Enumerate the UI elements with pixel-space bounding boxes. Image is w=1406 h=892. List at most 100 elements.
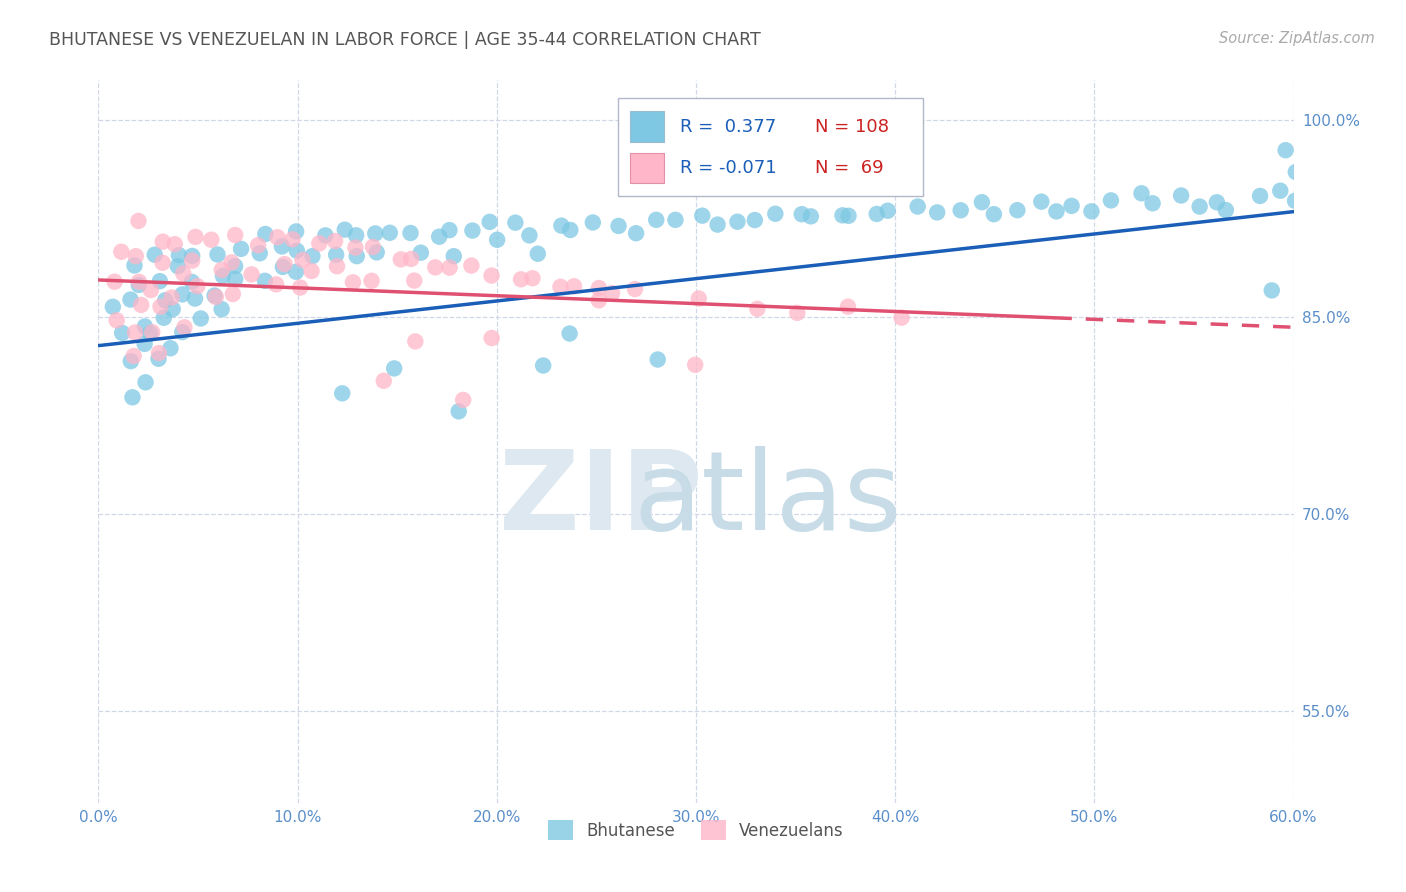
Point — [111, 326, 134, 340]
Point — [624, 282, 647, 296]
Point — [1274, 143, 1296, 157]
Point — [143, 248, 166, 262]
Point — [447, 404, 470, 418]
Point — [200, 233, 222, 247]
Point — [314, 228, 336, 243]
Point — [301, 264, 323, 278]
Point — [366, 245, 388, 260]
Point — [1270, 184, 1292, 198]
Point — [207, 247, 229, 261]
Point — [1031, 194, 1053, 209]
Point — [531, 359, 554, 373]
Point — [560, 223, 582, 237]
Point — [155, 293, 177, 308]
Point — [135, 376, 157, 390]
Point — [890, 310, 912, 325]
Point — [152, 310, 174, 325]
Point — [346, 249, 368, 263]
Point — [120, 293, 142, 307]
Point — [285, 265, 308, 279]
Point — [264, 277, 287, 292]
Text: R = -0.071: R = -0.071 — [681, 159, 778, 177]
Point — [505, 216, 527, 230]
Point — [949, 203, 972, 218]
Point — [443, 249, 465, 263]
Point — [876, 203, 898, 218]
Point — [190, 311, 212, 326]
Point — [389, 252, 412, 267]
Point — [159, 341, 181, 355]
Point — [344, 241, 367, 255]
Point — [204, 290, 226, 304]
Point — [364, 227, 387, 241]
Point — [522, 271, 544, 285]
Text: atlas: atlas — [634, 446, 901, 553]
Point — [330, 386, 353, 401]
Point — [360, 274, 382, 288]
Point — [167, 259, 190, 273]
FancyBboxPatch shape — [630, 112, 664, 142]
Point — [134, 319, 156, 334]
Point — [325, 248, 347, 262]
Point — [211, 263, 233, 277]
Point — [180, 275, 202, 289]
Text: R =  0.377: R = 0.377 — [681, 118, 776, 136]
Point — [211, 302, 233, 317]
Legend: Bhutanese, Venezuelans: Bhutanese, Venezuelans — [540, 812, 852, 848]
Point — [149, 300, 172, 314]
Point — [373, 374, 395, 388]
Point — [139, 283, 162, 297]
Point — [172, 325, 194, 339]
Point — [181, 253, 204, 268]
Point — [550, 280, 572, 294]
Point — [184, 230, 207, 244]
Point — [181, 249, 204, 263]
Point — [266, 230, 288, 244]
Point — [706, 218, 728, 232]
Point — [1080, 204, 1102, 219]
Point — [221, 255, 243, 269]
Point — [800, 210, 823, 224]
Point — [326, 259, 349, 273]
Point — [247, 238, 270, 252]
Point — [281, 232, 304, 246]
Point — [172, 267, 194, 281]
Point — [129, 298, 152, 312]
Point — [526, 246, 548, 260]
Point — [323, 234, 346, 248]
Point — [519, 228, 541, 243]
Point — [104, 275, 127, 289]
Point — [425, 260, 447, 275]
Point — [451, 392, 474, 407]
Point — [688, 292, 710, 306]
Point — [139, 326, 162, 341]
Point — [744, 213, 766, 227]
Point — [229, 242, 252, 256]
Point — [550, 219, 572, 233]
Point — [460, 259, 482, 273]
Point — [647, 352, 669, 367]
Point — [101, 300, 124, 314]
Point — [1060, 199, 1083, 213]
Point — [866, 207, 889, 221]
Point — [763, 207, 786, 221]
Point — [361, 240, 384, 254]
FancyBboxPatch shape — [619, 98, 922, 196]
Point — [378, 226, 401, 240]
Point — [128, 275, 150, 289]
Point — [399, 226, 422, 240]
Point — [486, 233, 509, 247]
Point — [790, 207, 813, 221]
Point — [1261, 284, 1284, 298]
Point — [148, 351, 170, 366]
Point — [562, 279, 585, 293]
Point — [683, 358, 706, 372]
Point — [927, 205, 949, 219]
Point — [240, 268, 263, 282]
Point — [1285, 165, 1308, 179]
Point — [831, 208, 853, 222]
Point — [149, 274, 172, 288]
Point — [344, 228, 367, 243]
Point — [582, 215, 605, 229]
Point — [141, 326, 163, 340]
